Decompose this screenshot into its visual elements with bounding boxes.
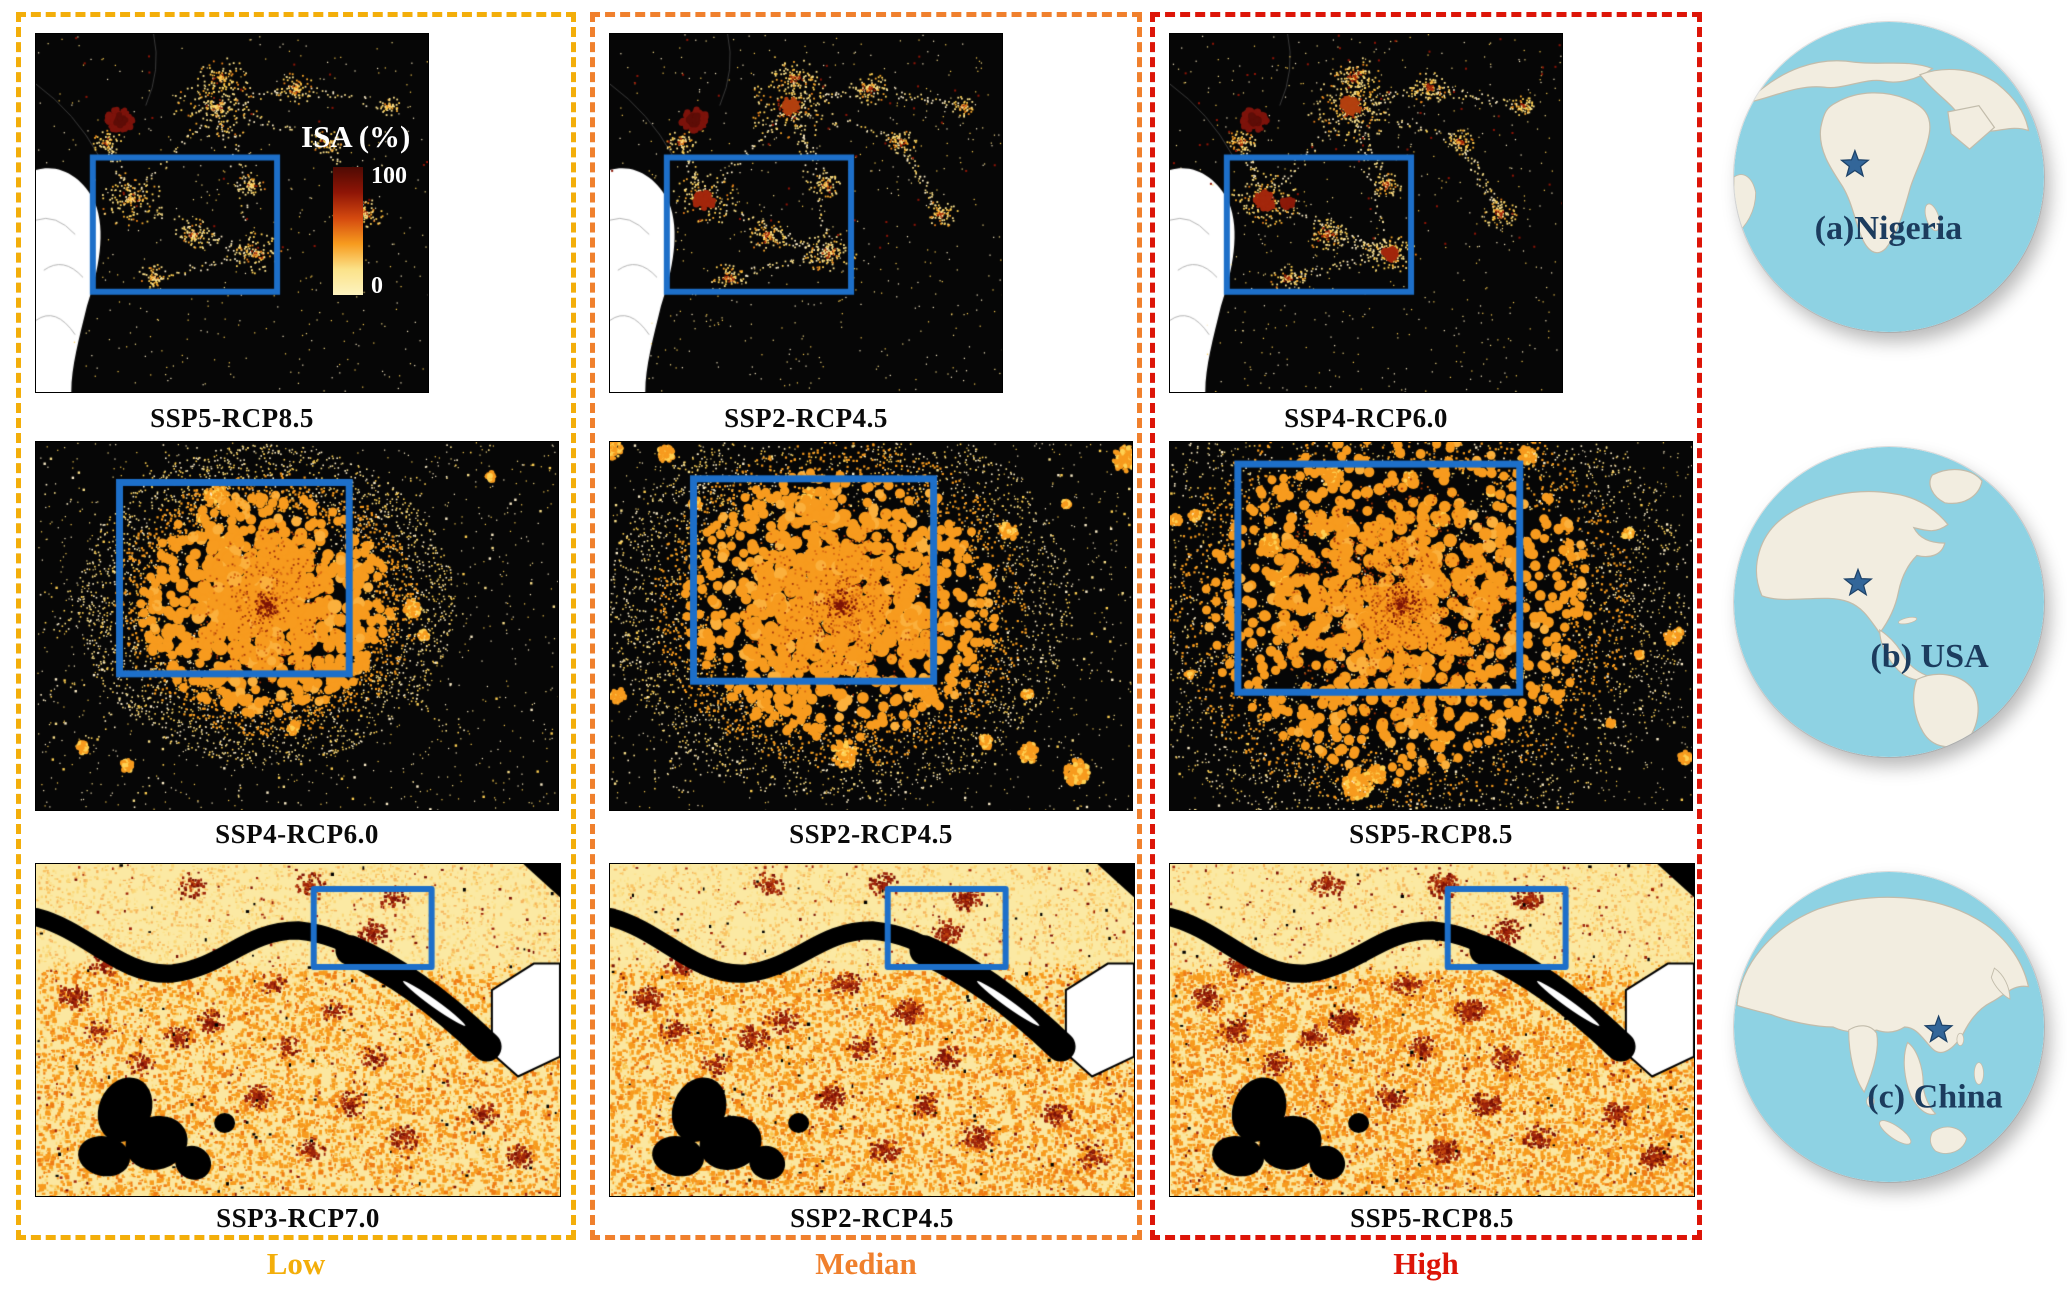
scenario-column-median: SSP2-RCP4.5 SSP2-RCP4.5 SSP2-RCP4.5	[590, 12, 1142, 1240]
landmass-arabia	[1947, 105, 1996, 150]
panel-label: SSP2-RCP4.5	[724, 403, 888, 433]
globe-usa-svg: (b) USA	[1734, 447, 2044, 757]
isa-map-usa-median	[609, 441, 1133, 811]
map-panel-nigeria-median	[609, 33, 1003, 393]
landmass-india	[1848, 1025, 1878, 1094]
map-panel-nigeria-low: ISA (%) 100 0	[35, 33, 429, 393]
column-label-high: High	[1393, 1246, 1459, 1281]
landmass-madagascar	[1924, 203, 1941, 232]
isa-map-china-median	[609, 863, 1135, 1197]
landmass-greenland	[1929, 468, 1983, 505]
panel-label: SSP4-RCP6.0	[1284, 403, 1448, 433]
map-panel-china-high	[1169, 863, 1695, 1197]
isa-map-nigeria-median	[609, 33, 1003, 393]
landmass-europe	[1744, 60, 1934, 104]
panel-label: SSP5-RCP8.5	[1350, 1203, 1514, 1233]
scenario-column-low: ISA (%) 100 0 SSP5-RCP8.5 SSP4-RCP6.0 SS…	[16, 12, 576, 1240]
location-star-icon	[1839, 148, 1870, 178]
scenario-column-high: SSP4-RCP6.0 SSP5-RCP8.5 SSP5-RCP8.5	[1150, 12, 1702, 1240]
landmass-sri-lanka	[1866, 1095, 1875, 1108]
landmass-philippines	[1973, 1062, 1984, 1085]
landmass-africa	[1819, 92, 1931, 254]
isa-map-china-high	[1169, 863, 1695, 1197]
globe-china: (c) China	[1734, 872, 2044, 1182]
globe-label: (a)Nigeria	[1815, 210, 1963, 247]
globe-nigeria: (a)Nigeria	[1734, 22, 2044, 332]
globe-label: (c) China	[1867, 1079, 2002, 1116]
globe-nigeria-svg: (a)Nigeria	[1734, 22, 2044, 332]
map-panel-nigeria-high	[1169, 33, 1563, 393]
map-panel-usa-low	[35, 441, 559, 811]
isa-map-nigeria-low	[35, 33, 429, 393]
landmass-eurasia	[1736, 896, 2030, 1053]
landmass-japan	[1990, 967, 2011, 1000]
panel-label: SSP2-RCP4.5	[790, 1203, 954, 1233]
landmass-sumatra	[1879, 1120, 1912, 1145]
panel-label: SSP3-RCP7.0	[216, 1203, 380, 1233]
location-globes: (a)Nigeria (b) USA	[1712, 0, 2067, 1301]
landmass-borneo	[1929, 1126, 1967, 1154]
panel-label: SSP2-RCP4.5	[789, 819, 953, 849]
map-panel-usa-high	[1169, 441, 1693, 811]
location-star-icon	[1923, 1014, 1954, 1043]
landmass-middle-east	[1919, 68, 2030, 132]
globe-china-svg: (c) China	[1734, 872, 2044, 1182]
panel-label: SSP4-RCP6.0	[215, 819, 379, 849]
map-panel-china-median	[609, 863, 1135, 1197]
landmasses	[1734, 60, 2030, 254]
isa-map-china-low	[35, 863, 561, 1197]
landmasses	[1736, 896, 2030, 1154]
map-panel-china-low	[35, 863, 561, 1197]
landmass-cuba	[1898, 616, 1918, 625]
isa-map-usa-high	[1169, 441, 1693, 811]
column-label-low: Low	[266, 1246, 326, 1281]
column-label-median: Median	[815, 1246, 917, 1281]
globe-usa: (b) USA	[1734, 447, 2044, 757]
globe-label: (b) USA	[1870, 638, 1989, 675]
location-star-icon	[1842, 567, 1874, 597]
landmass-north-america	[1755, 490, 1949, 635]
panel-label: SSP5-RCP8.5	[150, 403, 314, 433]
panel-label: SSP5-RCP8.5	[1349, 819, 1513, 849]
map-panel-usa-median	[609, 441, 1133, 811]
landmass-taiwan	[1956, 1032, 1965, 1046]
isa-map-usa-low	[35, 441, 559, 811]
landmass-indochina	[1903, 1041, 1937, 1115]
isa-map-nigeria-high	[1169, 33, 1563, 393]
